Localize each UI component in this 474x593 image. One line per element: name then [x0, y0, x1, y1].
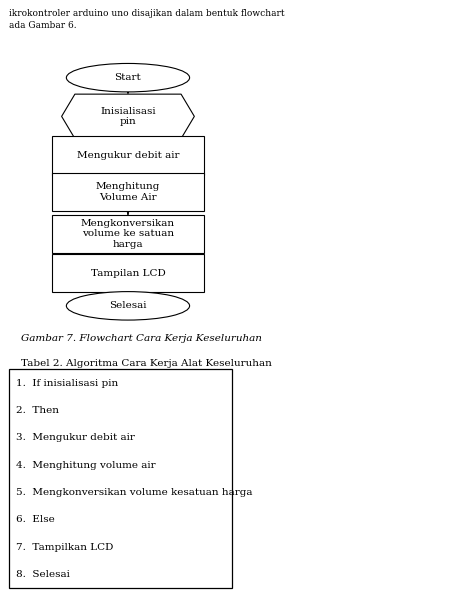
FancyBboxPatch shape — [52, 254, 204, 292]
Text: 8.  Selesai: 8. Selesai — [16, 570, 70, 579]
Text: 5.  Mengkonversikan volume kesatuan harga: 5. Mengkonversikan volume kesatuan harga — [16, 488, 252, 497]
Text: ikrokontroler arduino uno disajikan dalam bentuk flowchart
ada Gambar 6.: ikrokontroler arduino uno disajikan dala… — [9, 9, 285, 30]
Text: Menghitung
Volume Air: Menghitung Volume Air — [96, 182, 160, 202]
Text: 7.  Tampilkan LCD: 7. Tampilkan LCD — [16, 543, 113, 551]
Ellipse shape — [66, 292, 190, 320]
FancyBboxPatch shape — [52, 136, 204, 175]
Polygon shape — [62, 94, 194, 139]
FancyBboxPatch shape — [9, 369, 232, 588]
Text: 2.  Then: 2. Then — [16, 406, 59, 415]
Text: 4.  Menghitung volume air: 4. Menghitung volume air — [16, 461, 155, 470]
Text: Mengukur debit air: Mengukur debit air — [77, 151, 179, 160]
FancyBboxPatch shape — [52, 215, 204, 253]
FancyBboxPatch shape — [52, 173, 204, 211]
Text: Selesai: Selesai — [109, 301, 147, 310]
Text: 6.  Else: 6. Else — [16, 515, 55, 524]
Text: 3.  Mengukur debit air: 3. Mengukur debit air — [16, 433, 135, 442]
Text: Gambar 7. Flowchart Cara Kerja Keseluruhan: Gambar 7. Flowchart Cara Kerja Keseluruh… — [21, 334, 262, 343]
Text: Inisialisasi
pin: Inisialisasi pin — [100, 107, 156, 126]
Text: 1.  If inisialisasi pin: 1. If inisialisasi pin — [16, 378, 118, 388]
Text: Tabel 2. Algoritma Cara Kerja Alat Keseluruhan: Tabel 2. Algoritma Cara Kerja Alat Kesel… — [21, 359, 272, 368]
Text: Mengkonversikan
volume ke satuan
harga: Mengkonversikan volume ke satuan harga — [81, 219, 175, 248]
Text: Tampilan LCD: Tampilan LCD — [91, 269, 165, 278]
Ellipse shape — [66, 63, 190, 92]
Text: Start: Start — [115, 73, 141, 82]
